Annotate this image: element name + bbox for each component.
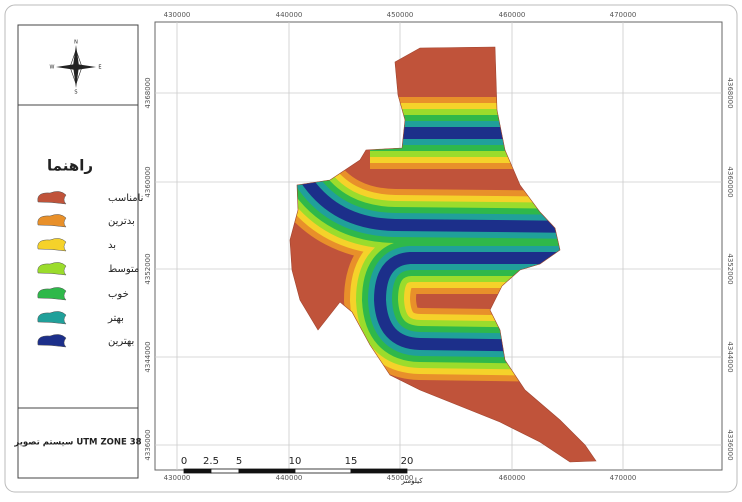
south-label: S: [74, 90, 77, 96]
scale-label: 5: [236, 456, 242, 467]
y-tick-label: 4344000: [726, 341, 734, 372]
legend-swatch: [37, 262, 67, 276]
scale-label: 0: [181, 456, 187, 467]
x-tick-label: 460000: [499, 11, 526, 19]
x-tick-label: 450000: [387, 11, 414, 19]
scale-segment: [294, 468, 352, 474]
y-tick-label: 4352000: [726, 253, 734, 284]
x-tick-label: 470000: [610, 474, 637, 482]
x-tick-label: 470000: [610, 11, 637, 19]
west-label: W: [50, 65, 55, 71]
legend-swatch: [37, 238, 67, 252]
y-tick-label: 4360000: [144, 166, 152, 197]
east-label: E: [98, 65, 101, 71]
legend-label: خوب: [108, 289, 129, 300]
scale-segment: [238, 468, 296, 474]
scale-bar: 0 2.5 5 10 15 20 کیلومتر: [181, 456, 423, 485]
legend-label: بهتر: [107, 313, 124, 324]
side-panel: [17, 24, 139, 479]
legend-swatch: [37, 287, 67, 301]
legend-label: بهترین: [108, 336, 134, 347]
scale-label: 10: [289, 456, 302, 467]
legend-label: بدترین: [108, 216, 135, 227]
projection-label: سیستم تصویر UTM ZONE 38: [13, 438, 141, 448]
scale-label: 20: [401, 456, 414, 467]
suitability-band: [374, 252, 580, 352]
x-tick-label: 440000: [276, 474, 303, 482]
x-tick-label: 430000: [164, 474, 191, 482]
x-tick-label: 430000: [164, 11, 191, 19]
y-tick-label: 4368000: [726, 77, 734, 108]
y-tick-label: 4368000: [144, 77, 152, 108]
x-tick-label: 450000: [387, 474, 414, 482]
x-tick-label: 440000: [276, 11, 303, 19]
x-tick-label: 460000: [499, 474, 526, 482]
y-tick-label: 4336000: [144, 429, 152, 460]
y-tick-label: 4344000: [144, 341, 152, 372]
legend-swatch: [37, 311, 67, 325]
legend-title: راهنما: [47, 157, 93, 175]
y-tick-label: 4336000: [726, 429, 734, 460]
legend-swatch: [37, 334, 67, 348]
scale-label: 15: [345, 456, 358, 467]
legend-label: نامناسب: [108, 193, 143, 204]
scale-segment: [183, 468, 212, 474]
north-arrow: N W E S: [50, 40, 102, 96]
north-label: N: [74, 40, 78, 46]
scale-segment: [210, 468, 240, 474]
scale-unit: کیلومتر: [400, 477, 423, 485]
suitability-band: [299, 174, 591, 233]
legend-label: متوسط: [108, 264, 139, 275]
scale-segment: [350, 468, 408, 474]
legend-swatch: [37, 214, 67, 228]
y-tick-label: 4360000: [726, 166, 734, 197]
legend-swatch: [37, 191, 67, 205]
y-tick-label: 4352000: [144, 253, 152, 284]
legend-label: بد: [108, 240, 116, 251]
grid: 430000 430000 440000 440000 450000 450000 4600…: [144, 11, 734, 482]
scale-label: 2.5: [203, 456, 219, 467]
